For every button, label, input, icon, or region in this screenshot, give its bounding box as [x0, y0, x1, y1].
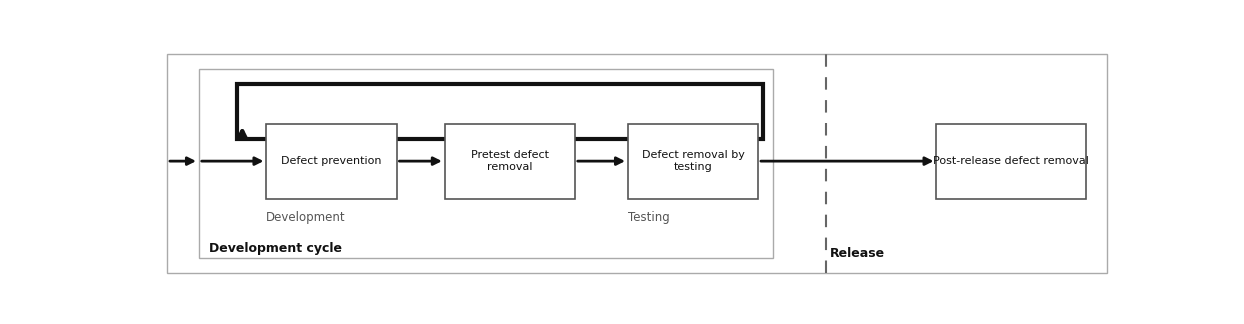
Text: Defect prevention: Defect prevention	[281, 156, 382, 166]
Bar	[238, 84, 763, 139]
Text: Pretest defect
removal: Pretest defect removal	[470, 150, 549, 172]
Text: Post-release defect removal: Post-release defect removal	[933, 156, 1088, 166]
Text: Defect removal by
testing: Defect removal by testing	[642, 150, 744, 172]
Bar	[199, 69, 773, 259]
Bar	[628, 124, 758, 199]
Text: Development: Development	[266, 211, 346, 224]
Text: Testing: Testing	[628, 211, 669, 224]
Bar	[266, 124, 397, 199]
Text: Development cycle: Development cycle	[209, 242, 342, 255]
Text: Release: Release	[831, 247, 886, 260]
Bar	[937, 124, 1086, 199]
Bar	[167, 54, 1107, 273]
Bar	[445, 124, 575, 199]
